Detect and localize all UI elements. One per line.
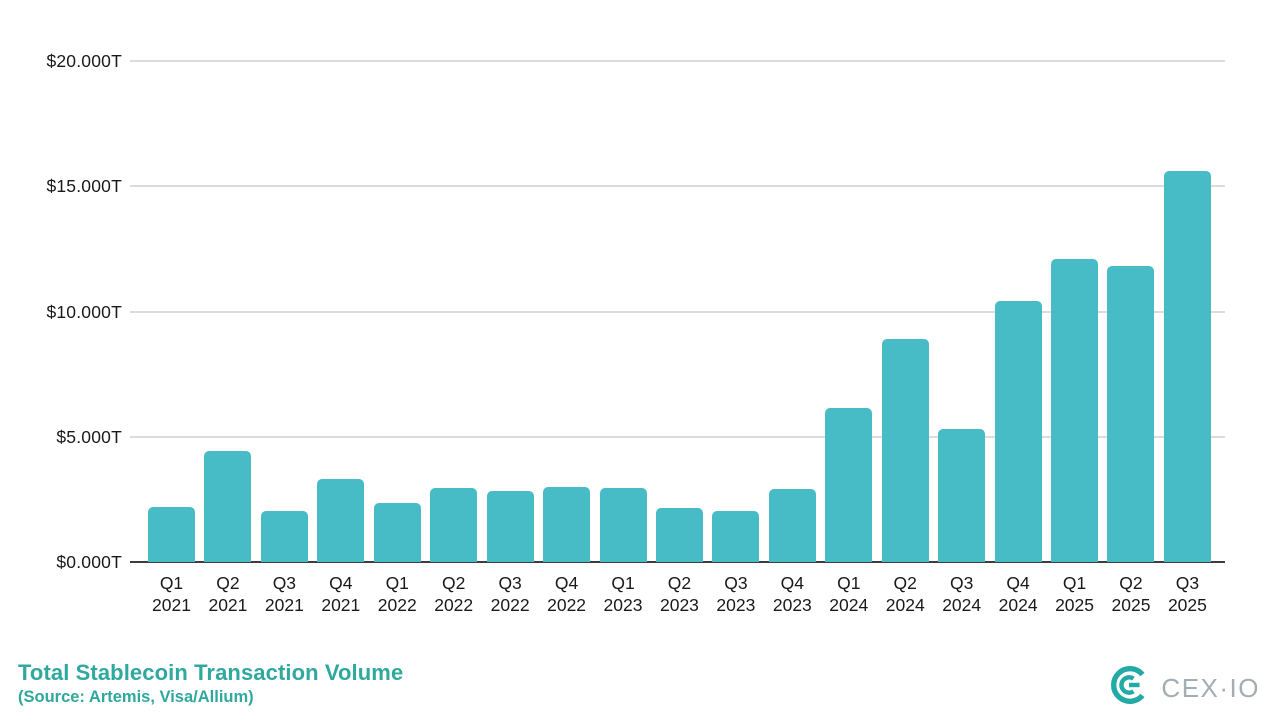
x-axis-label: Q3 2022 [490,573,530,615]
y-axis-label: $20.000T [46,51,122,71]
bar [1051,258,1099,562]
bar [938,429,986,562]
y-axis-label: $10.000T [46,301,122,322]
y-axis-label: $5.000T [56,426,122,447]
bar [543,486,591,562]
gridline [130,60,1225,62]
chart-source: (Source: Artemis, Visa/Allium) [18,688,254,706]
x-axis-label: Q1 2023 [603,573,643,615]
bar [825,407,873,562]
x-axis-label: Q2 2022 [434,573,474,615]
x-axis-label: Q2 2023 [659,573,699,615]
x-axis-label: Q3 2025 [1167,573,1207,615]
bar [260,510,308,562]
x-axis-label: Q1 2025 [1055,573,1094,615]
x-axis-label: Q1 2024 [829,573,869,615]
x-axis-label: Q4 2024 [998,573,1038,615]
x-axis-label: Q1 2022 [377,573,417,615]
x-axis-label: Q2 2024 [885,573,925,615]
bar [768,489,816,562]
cexio-logo: CEX·IO [1107,662,1260,713]
gridline [130,310,1225,313]
cexio-logo-icon [1107,662,1153,713]
chart-title: Total Stablecoin Transaction Volume [18,660,404,685]
bar [148,506,195,562]
bar [486,490,534,562]
x-axis-label: Q2 2021 [208,573,248,615]
x-axis-label: Q4 2022 [547,573,587,615]
x-axis-label: Q4 2021 [321,573,361,615]
bar [204,450,252,562]
bar [317,479,365,562]
bar [994,301,1042,562]
x-axis-line [130,561,1225,563]
y-axis-label: $15.000T [46,176,122,197]
gridline [130,435,1225,438]
bar [599,488,647,562]
x-axis-label: Q3 2024 [942,573,982,615]
x-axis-label: Q3 2021 [264,573,304,615]
bar [430,488,478,562]
bar [655,508,703,562]
x-axis-label: Q1 2021 [152,573,191,615]
gridline [130,185,1225,188]
y-axis-label: $0.000T [56,552,122,572]
bar [1107,266,1155,562]
bar [881,339,929,562]
x-axis-label: Q2 2025 [1111,573,1151,615]
cexio-logo-text: CEX·IO [1161,672,1260,703]
bar [1163,171,1211,562]
bar [712,510,760,562]
bar [373,503,421,562]
x-axis-label: Q3 2023 [716,573,756,615]
x-axis-label: Q4 2023 [772,573,812,615]
